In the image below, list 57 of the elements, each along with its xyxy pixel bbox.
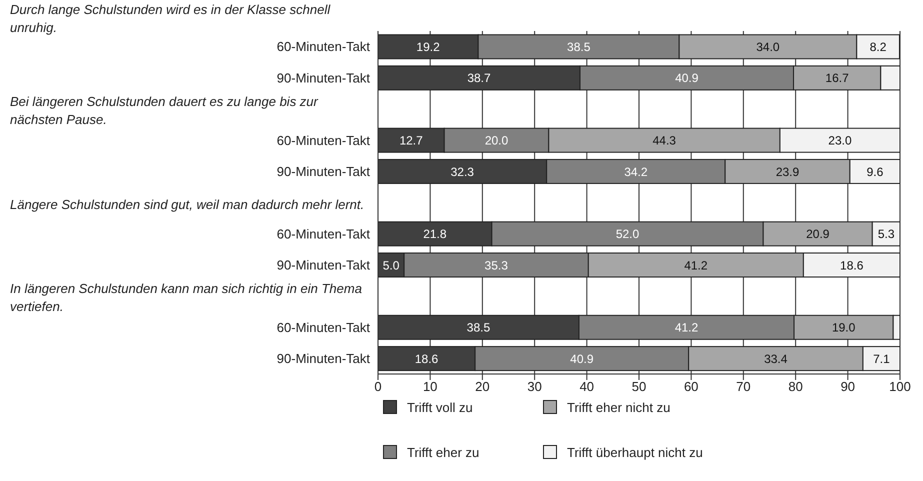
text: In längeren Schulstunden kann man sich richtig in ein Thema vertiefen. [10,280,363,316]
y-tick-label: 60-Minuten-Takt [276,39,370,54]
data-label: 52.0 [616,227,640,242]
legend-label: Trifft eher zu [407,445,480,461]
x-tick-label: 30 [527,379,542,394]
data-label: 32.3 [450,164,474,179]
data-label: 20.0 [484,134,508,148]
x-tick-label: 10 [422,379,438,394]
data-label: 35.3 [484,258,508,272]
data-label: 16.7 [825,71,850,86]
text: Bei längeren Schulstunden dauert es zu lange bis zur nächsten Pause. [10,92,320,129]
y-tick-label: 60-Minuten-Takt [276,226,370,242]
legend-label: Trifft eher nicht zu [567,400,670,416]
data-label: 19.2 [416,40,440,54]
y-tick-label: 90-Minuten-Takt [276,257,370,272]
data-label: 38.7 [467,71,492,86]
data-label: 44.3 [652,134,676,148]
data-label: 19.0 [832,320,856,335]
data-label: 40.9 [675,71,699,86]
data-label: 38.5 [567,40,591,54]
x-tick-label: 20 [475,379,490,394]
data-label: 40.9 [570,352,594,366]
data-label: 41.2 [684,258,708,272]
legend-label: Trifft überhaupt nicht zu [567,445,703,461]
y-tick-label: 90-Minuten-Takt [276,70,370,86]
x-tick-label: 60 [684,379,698,394]
data-label: 5.0 [382,258,400,272]
data-label: 34.2 [624,164,648,179]
data-label: 5.3 [878,227,895,242]
x-tick-label: 40 [580,379,594,394]
data-label: 34.0 [756,40,780,54]
x-tick-label: 50 [632,379,646,394]
data-label: 18.6 [840,258,864,272]
data-label: 7.1 [873,352,890,366]
x-tick-label: 0 [374,379,382,394]
x-tick-label: 90 [840,379,856,394]
text: Längere Schulstunden sind gut, weil man dadurch mehr lernt. [10,196,365,214]
legend-label: Trifft voll zu [407,400,473,416]
x-tick-label: 70 [736,379,751,394]
y-tick-label: 60-Minuten-Takt [276,320,370,335]
y-tick-label: 90-Minuten-Takt [276,164,370,179]
data-label: 21.8 [423,227,447,242]
data-label: 20.9 [806,227,830,242]
data-label: 41.2 [674,320,699,335]
x-tick-label: 80 [788,379,803,394]
data-label: 23.0 [828,134,852,148]
data-label: 38.5 [466,320,490,335]
y-tick-label: 90-Minuten-Takt [276,351,370,366]
text: Durch lange Schulstunden wird es in der Klasse schnell unruhig. [10,1,332,38]
data-label: 33.4 [764,352,788,366]
x-tick-label: 100 [889,379,911,394]
data-label: 8.2 [870,40,887,54]
data-label: 18.6 [414,352,439,366]
data-label: 9.6 [866,164,884,179]
y-tick-label: 60-Minuten-Takt [276,132,370,148]
data-label: 12.7 [399,134,424,148]
data-label: 23.9 [776,164,800,179]
